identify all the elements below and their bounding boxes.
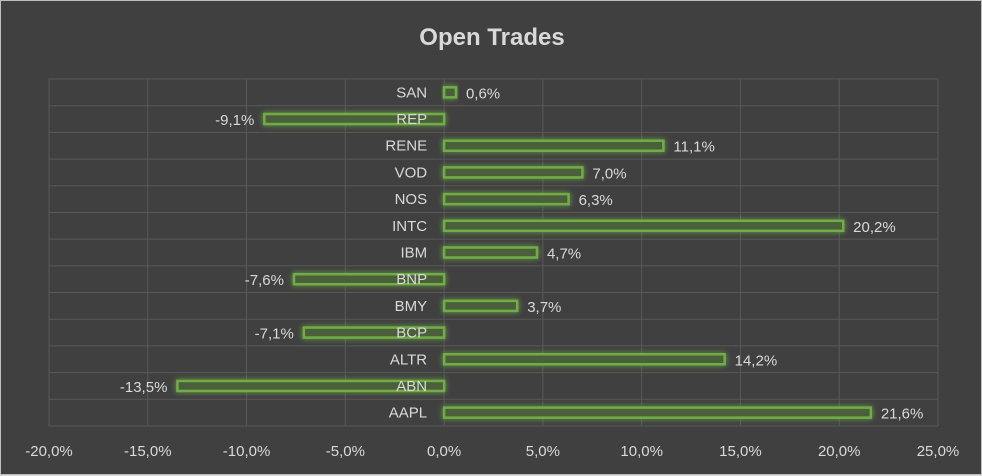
bar-intc: [442, 219, 845, 233]
data-label: 0,6%: [466, 85, 500, 102]
x-tick-label: -10,0%: [223, 443, 271, 460]
x-tick-label: -5,0%: [326, 443, 365, 460]
data-label: 6,3%: [579, 192, 613, 209]
data-label: 4,7%: [547, 246, 581, 263]
category-label: IBM: [400, 245, 427, 262]
x-tick-label: 15,0%: [719, 443, 762, 460]
data-label: -9,1%: [215, 112, 254, 129]
data-label: 11,1%: [673, 139, 714, 156]
bar-rene: [442, 139, 665, 152]
category-label: ABN: [396, 378, 427, 395]
data-label: 21,6%: [881, 406, 924, 423]
category-label: BNP: [396, 271, 427, 288]
bar-bnp: [292, 272, 446, 286]
data-label: -13,5%: [120, 379, 168, 396]
bar-altr: [442, 353, 726, 366]
category-label: BMY: [395, 298, 428, 315]
data-label: 3,7%: [527, 299, 561, 316]
x-tick-label: 5,0%: [526, 443, 560, 460]
bar-abn: [176, 379, 446, 393]
data-label: -7,1%: [255, 326, 294, 343]
bar-nos: [442, 192, 570, 206]
data-label: 20,2%: [853, 219, 896, 236]
bar-aapl: [442, 406, 873, 419]
x-tick-label: 0,0%: [427, 443, 461, 460]
x-tick-label: -15,0%: [124, 443, 172, 460]
category-label: SAN: [396, 84, 427, 101]
bar-rep: [263, 112, 446, 126]
category-label: RENE: [385, 138, 427, 155]
x-tick-label: -20,0%: [25, 443, 73, 460]
category-label: INTC: [392, 218, 427, 235]
x-tick-label: 10,0%: [620, 443, 663, 460]
category-label: ALTR: [390, 351, 427, 368]
category-label: NOS: [395, 191, 428, 208]
bar-bmy: [442, 299, 519, 313]
chart-title: Open Trades: [419, 24, 564, 51]
bar-vod: [442, 166, 584, 179]
category-label: BCP: [396, 325, 427, 342]
category-label: AAPL: [389, 405, 427, 422]
x-tick-label: 20,0%: [818, 443, 861, 460]
bar-bcp: [302, 326, 446, 339]
bar-ibm: [442, 246, 539, 259]
data-label: 14,2%: [735, 352, 778, 369]
bar-san: [442, 86, 458, 99]
x-tick-label: 25,0%: [917, 443, 960, 460]
category-label: VOD: [395, 164, 428, 181]
category-label: REP: [396, 111, 427, 128]
data-label: 7,0%: [592, 165, 626, 182]
data-label: -7,6%: [245, 272, 284, 289]
